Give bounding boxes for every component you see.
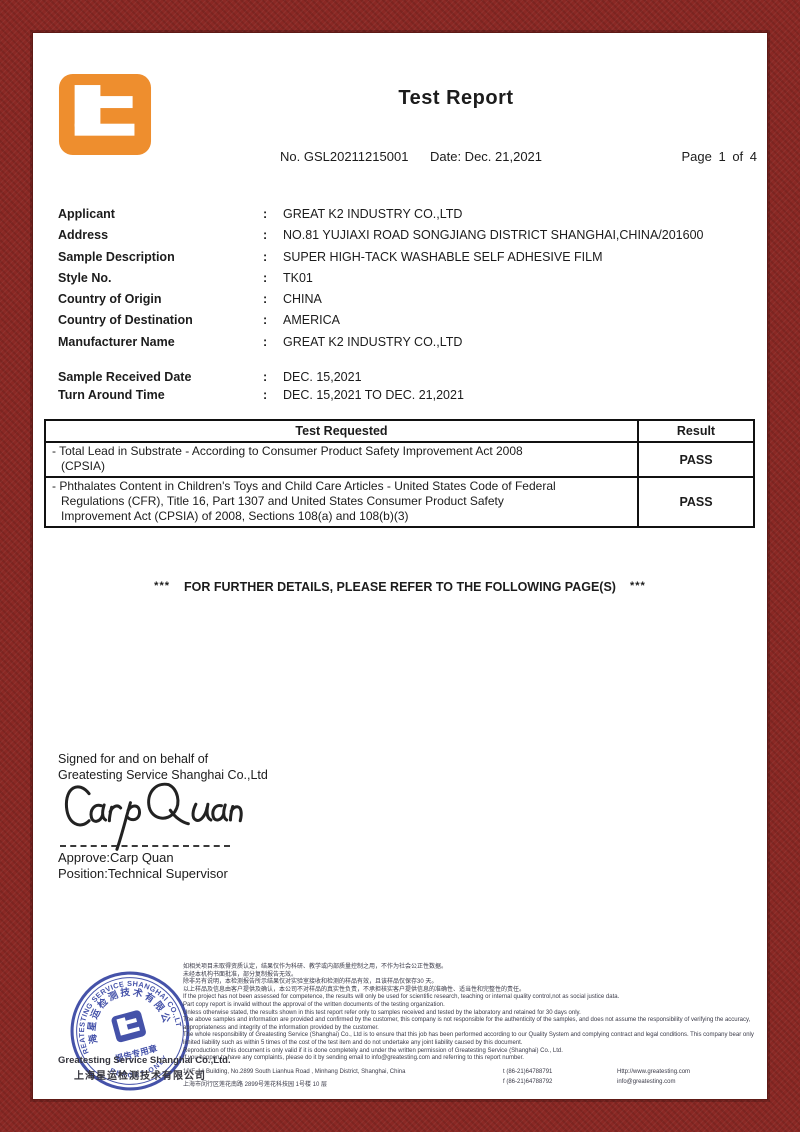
disclaimer-line: If the project has not been assessed for… (183, 994, 620, 1001)
field-colon: : (263, 249, 268, 264)
footer-company-name-zh: 上海星运检测技术有限公司 (74, 1071, 206, 1082)
field-row: Country of Origin: CHINA (33, 290, 767, 311)
field-row: Country of Destination: AMERICA (33, 311, 767, 332)
field-row: Sample Description: SUPER HIGH-TACK WASHA… (33, 248, 767, 269)
field-colon: : (263, 370, 268, 384)
test-description: - Total Lead in Substrate - According to… (44, 441, 639, 478)
report-page: Test Report No. GSL20211215001 Date: Dec… (33, 33, 767, 1099)
disclaimer-line: 未经本机构书面批准，部分复制报告无效。 (183, 971, 298, 978)
field-value: GREAT K2 INDUSTRY CO.,LTD (283, 207, 463, 221)
address-zh: 上海市闵行区莲花南路 2899号莲花科技园 1号楼 10 层 (183, 1081, 328, 1088)
field-label: Address (58, 228, 109, 243)
field-row: Turn Around Time: DEC. 15,2021 TO DEC. 21… (33, 387, 767, 405)
disclaimer-line: 除非另有说明，本检测报告所示结果仅对实验室接收和检测的样品有效，且该样品仅保存3… (183, 979, 438, 986)
field-row: Sample Received Date: DEC. 15,2021 (33, 369, 767, 387)
signed-on-behalf: Signed for and on behalf of Greatesting … (58, 752, 268, 783)
address-en: 10/F, 1# Building, No.2899 South Lianhua… (183, 1069, 406, 1075)
field-label: Country of Destination (58, 313, 193, 328)
report-number: No. GSL20211215001 (280, 149, 409, 164)
date-fields: Sample Received Date: DEC. 15,2021 Turn A… (33, 369, 767, 404)
field-colon: : (263, 207, 268, 221)
field-row: Applicant: GREAT K2 INDUSTRY CO.,LTD (33, 205, 767, 226)
disclaimer-line: If you happen to have any complaints, pl… (183, 1055, 524, 1062)
disclaimer-line: Part copy report is invalid without the … (183, 1001, 445, 1008)
field-value: GREAT K2 INDUSTRY CO.,LTD (283, 334, 463, 349)
disclaimer-line: Reproduction of this document is only va… (183, 1047, 563, 1054)
telephone: t (86-21)64788791 (503, 1069, 553, 1075)
fax: f (86-21)64788792 (503, 1078, 553, 1085)
field-colon: : (263, 292, 268, 307)
report-date: Date: Dec. 21,2021 (430, 149, 543, 164)
field-label: Sample Description (58, 249, 175, 264)
sample-fields: Applicant: GREAT K2 INDUSTRY CO.,LTD Addr… (33, 205, 767, 354)
disclaimer-line: The whole responsibility of Greatesting … (183, 1032, 754, 1046)
field-value: DEC. 15,2021 TO DEC. 21,2021 (283, 387, 464, 402)
field-row: Style No.: TK01 (33, 269, 767, 290)
test-result: PASS (637, 441, 755, 478)
field-label: Sample Received Date (58, 370, 192, 384)
disclaimer-line: 以上样品及信息由客户提供及确认，本公司不对样品的真实性负责，不承担核实客户提供信… (183, 986, 526, 993)
signed-line2: Greatesting Service Shanghai Co.,Ltd (58, 767, 268, 782)
greatesting-s-logo-icon (58, 74, 152, 155)
stars-left: *** (154, 580, 171, 592)
field-colon: : (263, 228, 268, 243)
field-label: Style No. (58, 270, 112, 285)
further-details-notice: *** FOR FURTHER DETAILS, PLEASE REFER TO … (33, 580, 767, 594)
disclaimer-line: 如相关项目未取得资质认定，结果仅作为科研、教学或内部质量控制之用，不作为社会公正… (183, 964, 448, 970)
stamp-s-logo-icon (111, 1010, 146, 1043)
field-label: Applicant (58, 207, 115, 221)
disclaimer-line: Unless otherwise stated, the results sho… (183, 1009, 581, 1016)
table-row: - Phthalates Content in Children's Toys … (44, 476, 755, 528)
page-indicator: Page 1 of 4 (681, 149, 758, 164)
table-header-row: Test Requested Result (44, 419, 755, 443)
approve-name: Approve:Carp Quan (58, 850, 174, 865)
field-value: DEC. 15,2021 (283, 370, 362, 384)
field-label: Turn Around Time (58, 387, 165, 402)
signed-line1: Signed for and on behalf of (58, 752, 209, 766)
field-colon: : (263, 334, 268, 349)
email: info@greatesting.com (617, 1078, 676, 1085)
website: Http://www.greatesting.com (617, 1069, 691, 1075)
field-colon: : (263, 387, 268, 402)
test-description: - Phthalates Content in Children's Toys … (44, 476, 639, 528)
field-colon: : (263, 270, 268, 285)
column-header-test-requested: Test Requested (44, 419, 639, 443)
footer-disclaimers: 如相关项目未取得资质认定，结果仅作为科研、教学或内部质量控制之用，不作为社会公正… (183, 964, 758, 1063)
company-seal-stamp-icon: GREATESTING SERVICE SHANGHAI CO.,LTD. 上海… (69, 970, 190, 1091)
field-colon: : (263, 313, 268, 328)
report-info-line: No. GSL20211215001 Date: Dec. 21,2021 Pa… (33, 149, 767, 167)
field-row: Manufacturer Name: GREAT K2 INDUSTRY CO.,… (33, 333, 767, 354)
test-result: PASS (637, 476, 755, 528)
field-label: Country of Origin (58, 292, 162, 307)
footer-company-name-en: Greatesting Service Shanghai Co.,Ltd. (58, 1055, 231, 1066)
field-row: Address: NO.81 YUJIAXI ROAD SONGJIANG DIS… (33, 226, 767, 247)
field-value: AMERICA (283, 313, 340, 328)
field-value: NO.81 YUJIAXI ROAD SONGJIANG DISTRICT SH… (283, 228, 704, 243)
handwritten-signature (65, 782, 243, 851)
field-value: TK01 (283, 270, 313, 285)
signature-line (60, 845, 230, 847)
disclaimer-line: The above samples and information are pr… (183, 1017, 751, 1031)
stars-right: *** (629, 580, 646, 592)
test-results-table: Test Requested Result - Total Lead in Su… (44, 419, 755, 528)
table-row: - Total Lead in Substrate - According to… (44, 441, 755, 478)
column-header-result: Result (637, 419, 755, 443)
notice-text: FOR FURTHER DETAILS, PLEASE REFER TO THE… (184, 580, 616, 594)
field-value: CHINA (283, 292, 322, 307)
page-title: Test Report (398, 87, 514, 109)
approver-position: Position:Technical Supervisor (58, 866, 228, 881)
footer-contact: 10/F, 1# Building, No.2899 South Lianhua… (183, 1069, 758, 1088)
field-value: SUPER HIGH-TACK WASHABLE SELF ADHESIVE F… (283, 249, 603, 264)
field-label: Manufacturer Name (58, 334, 175, 349)
